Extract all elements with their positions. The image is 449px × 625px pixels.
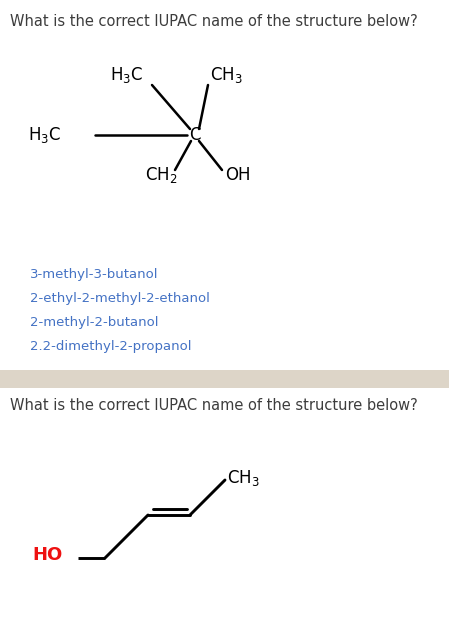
Text: 2-ethyl-2-methyl-2-ethanol: 2-ethyl-2-methyl-2-ethanol [30,292,210,305]
Text: HO: HO [32,546,62,564]
Text: H$_3$C: H$_3$C [110,65,143,85]
Text: 2.2-dimethyl-2-propanol: 2.2-dimethyl-2-propanol [30,340,192,353]
Text: What is the correct IUPAC name of the structure below?: What is the correct IUPAC name of the st… [10,398,418,413]
Text: CH$_3$: CH$_3$ [227,468,260,488]
Text: CH$_3$: CH$_3$ [210,65,243,85]
Text: OH: OH [225,166,251,184]
Text: CH$_2$: CH$_2$ [145,165,177,185]
Bar [0,370,449,388]
Text: What is the correct IUPAC name of the structure below?: What is the correct IUPAC name of the st… [10,14,418,29]
Text: 3-methyl-3-butanol: 3-methyl-3-butanol [30,268,158,281]
Text: H$_3$C: H$_3$C [28,125,61,145]
Text: 2-methyl-2-butanol: 2-methyl-2-butanol [30,316,158,329]
Text: C: C [189,126,201,144]
